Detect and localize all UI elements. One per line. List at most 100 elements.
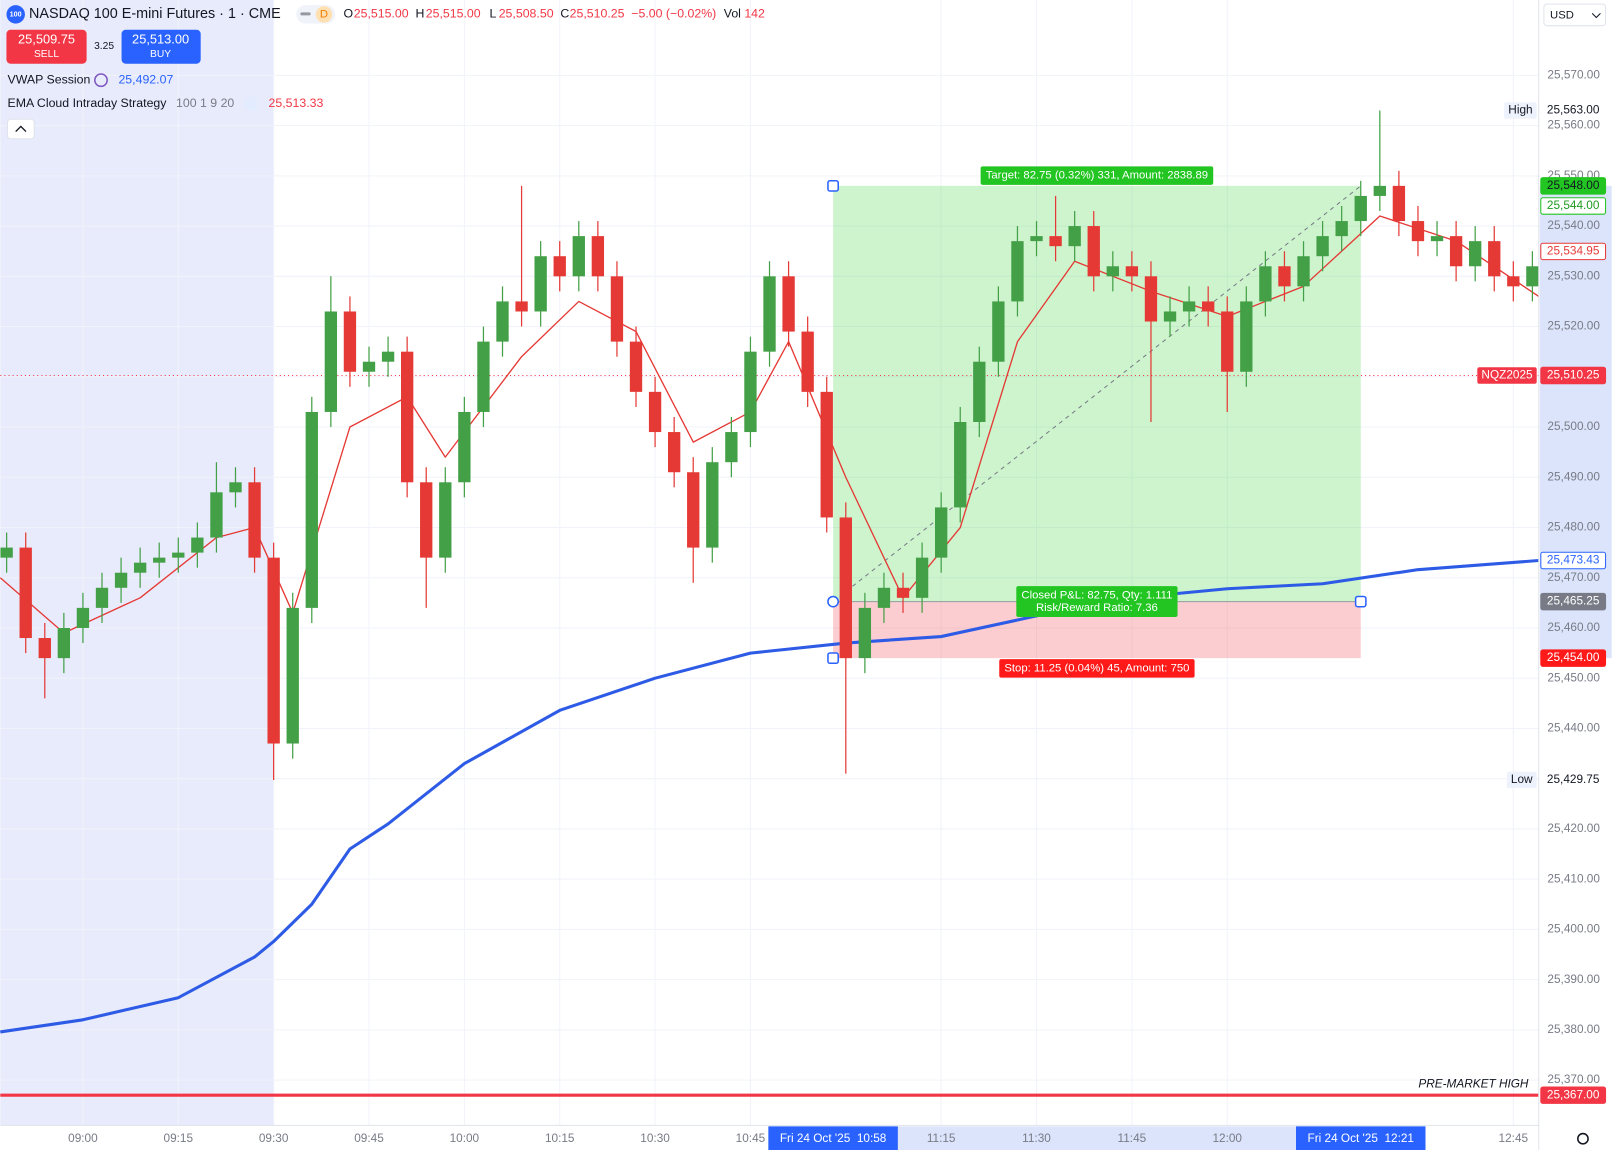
ema-params: 100 1 9 20 <box>176 96 234 110</box>
sell-label: SELL <box>34 49 59 60</box>
time-marker <box>768 1126 898 1150</box>
candle-body <box>1392 185 1406 222</box>
buy-price: 25,513.00 <box>132 31 189 46</box>
candle-body <box>420 482 433 558</box>
y-tick-label: 25,530.00 <box>1547 268 1600 282</box>
y-tick-label: 25,400.00 <box>1547 922 1600 936</box>
candle-body <box>1526 266 1539 287</box>
price-tag-label: 25,510.25 <box>1547 368 1600 382</box>
ema-icon[interactable] <box>243 96 259 111</box>
price-tag-name-box <box>1506 771 1537 789</box>
candle-body <box>76 607 90 628</box>
price-tag <box>1540 242 1607 261</box>
candle-body <box>1202 301 1215 312</box>
settings-button[interactable] <box>1577 1132 1589 1145</box>
candle-body <box>858 607 872 659</box>
candle-body <box>1335 221 1348 237</box>
price-tag-name: NQZ2025 <box>1477 367 1537 384</box>
candle-body <box>992 301 1005 362</box>
vol-label: Vol <box>724 7 741 21</box>
candle-body <box>38 638 51 659</box>
position-handle <box>827 179 839 192</box>
candle-body <box>896 587 910 598</box>
candle-body <box>839 517 852 659</box>
price-tag-name-text: High <box>1508 103 1532 117</box>
y-tick-label: 25,380.00 <box>1547 1022 1600 1036</box>
collapse-button[interactable] <box>6 118 35 140</box>
price-tag-label: 25,367.00 <box>1547 1087 1600 1101</box>
price-tag <box>1540 366 1607 385</box>
price-tag-name: High <box>1504 102 1537 119</box>
o-value: 25,515.00 <box>354 7 409 21</box>
symbol[interactable]: NASDAQ 100 E-mini Futures · 1 · CME <box>29 6 281 22</box>
candle-body <box>1297 256 1310 287</box>
vwap-name[interactable]: VWAP Session <box>7 72 90 86</box>
candle-body <box>1125 266 1139 277</box>
position-handle <box>827 652 839 665</box>
overlay: 100 NASDAQ 100 E-mini Futures · 1 · CME … <box>6 3 1607 1145</box>
stop-label-text: Stop: 11.25 (0.04%) 45, Amount: 750 <box>1004 662 1189 674</box>
candle-body <box>515 301 528 312</box>
x-tick-label: 09:00 <box>68 1131 98 1145</box>
buy-button[interactable] <box>121 29 201 64</box>
y-tick-label: 25,470.00 <box>1547 570 1600 584</box>
price-tag-label: 25,473.43 <box>1547 553 1600 567</box>
sell-button[interactable] <box>6 29 87 64</box>
ema-name[interactable]: EMA Cloud Intraday Strategy <box>7 96 167 110</box>
target-label-text: Target: 82.75 (0.32%) 331, Amount: 2838.… <box>986 170 1208 182</box>
x-tick-label: 10:15 <box>545 1131 575 1145</box>
spread: 3.25 <box>94 41 114 52</box>
candle-body <box>954 422 967 508</box>
trade-line <box>832 185 1362 603</box>
vwap-icon[interactable] <box>94 73 108 88</box>
y-tick-label: 25,560.00 <box>1547 118 1600 132</box>
x-tick-label: 11:45 <box>1118 1131 1147 1145</box>
y-tick-label: 25,410.00 <box>1547 871 1600 885</box>
candle-body <box>172 552 185 558</box>
candle-body <box>1469 241 1482 267</box>
logo <box>6 5 25 24</box>
candle-body <box>477 341 490 412</box>
x-tick-label: 12:45 <box>1499 1131 1529 1145</box>
price-tag-name-box <box>1504 102 1537 119</box>
time-marker-label: Fri 24 Oct '25 10:58 <box>780 1131 887 1145</box>
candle-body <box>114 572 128 588</box>
target-label-box <box>980 166 1214 185</box>
price-tag-label: 25,534.95 <box>1547 244 1600 258</box>
candle-body <box>1507 276 1520 287</box>
y-tick-label: 25,370.00 <box>1547 1072 1600 1086</box>
candle-body <box>1144 276 1158 322</box>
currency-button[interactable] <box>1543 3 1607 27</box>
h-label: H <box>415 7 424 21</box>
candle-body <box>229 482 242 493</box>
y-tick-label: 25,420.00 <box>1547 821 1600 835</box>
y-tick-label: 25,540.00 <box>1547 218 1600 232</box>
c-value: 25,510.25 <box>570 7 625 21</box>
candle-body <box>801 331 814 392</box>
price-tag <box>1540 177 1607 195</box>
change: −5.00 (−0.02%) <box>631 7 716 21</box>
price-tag-name-text: Low <box>1511 772 1533 786</box>
candle-body <box>572 236 585 277</box>
candle-body <box>400 351 414 483</box>
currency: USD <box>1550 9 1574 21</box>
candle-body <box>1373 185 1386 196</box>
candle-body <box>534 256 547 312</box>
candle-body <box>248 482 261 558</box>
time-marker-label: Fri 24 Oct '25 12:21 <box>1307 1131 1414 1145</box>
y-tick-label: 25,490.00 <box>1547 469 1600 483</box>
candle-body <box>324 311 338 412</box>
pnl-label-text: Closed P&L: 82.75, Qty: 1.111 <box>1021 589 1172 601</box>
logo-text: 100 <box>10 9 22 18</box>
position-handle <box>827 595 839 608</box>
x-tick-label: 10:45 <box>736 1131 766 1145</box>
x-tick-label: 10:00 <box>450 1131 480 1145</box>
candle-body <box>19 547 32 639</box>
candle-body <box>57 627 71 659</box>
candle-body <box>725 432 738 463</box>
candle-body <box>648 391 662 433</box>
candle-body <box>1011 241 1024 302</box>
candle-body <box>133 562 147 573</box>
candle-body <box>763 276 776 352</box>
